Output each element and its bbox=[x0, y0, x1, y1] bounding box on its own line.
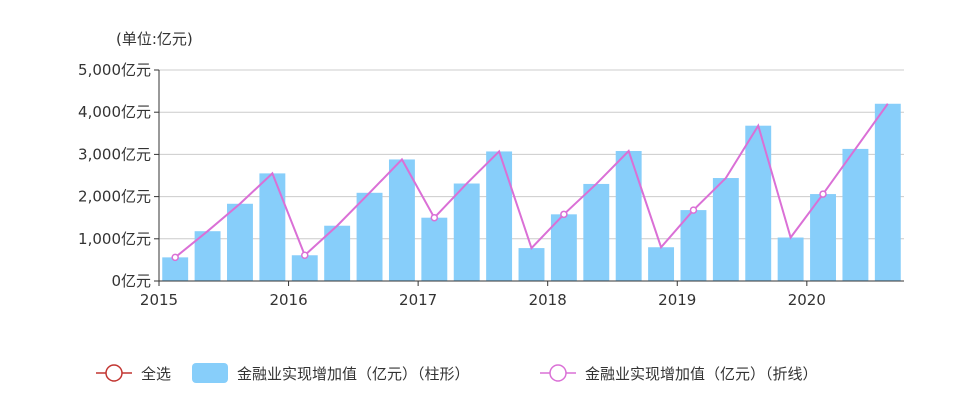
line-point bbox=[430, 213, 439, 222]
bar bbox=[583, 183, 610, 281]
bar bbox=[745, 125, 772, 281]
line-point bbox=[171, 253, 179, 262]
bar bbox=[194, 231, 221, 281]
legend-swatch-bar bbox=[192, 363, 228, 383]
x-tick-label: 2015 bbox=[140, 291, 178, 309]
legend-item-select-all[interactable]: 全选 bbox=[96, 364, 171, 383]
x-tick-label: 2019 bbox=[658, 291, 696, 309]
bar bbox=[356, 192, 383, 281]
legend-label-bar-series: 金融业实现增加值（亿元）（柱形） bbox=[237, 365, 470, 383]
line-series bbox=[174, 103, 889, 259]
bar-layer bbox=[162, 103, 901, 281]
x-tick-label: 2017 bbox=[399, 291, 437, 309]
bar bbox=[518, 248, 545, 281]
legend-label-select-all: 全选 bbox=[141, 365, 171, 383]
bar bbox=[777, 237, 804, 281]
bar bbox=[810, 194, 836, 281]
legend-swatch-circle-icon bbox=[105, 364, 123, 382]
bar bbox=[842, 148, 869, 281]
y-tick-label: 0亿元 bbox=[111, 272, 151, 290]
bar bbox=[712, 178, 739, 281]
legend-label-line-series: 金融业实现增加值（亿元）（折线） bbox=[585, 365, 818, 383]
bar bbox=[388, 159, 415, 281]
bar bbox=[259, 173, 286, 281]
legend: 全选 金融业实现增加值（亿元）（柱形） 金融业实现增加值（亿元）（折线） bbox=[96, 363, 818, 383]
y-tick-label: 5,000亿元 bbox=[78, 61, 151, 79]
bar bbox=[486, 151, 513, 281]
line-layer bbox=[171, 103, 889, 262]
x-tick-label: 2020 bbox=[788, 291, 826, 309]
bar bbox=[421, 217, 448, 281]
x-tick-label: 2016 bbox=[269, 291, 307, 309]
bar bbox=[648, 247, 675, 281]
y-tick-label: 4,000亿元 bbox=[78, 103, 151, 121]
bar bbox=[162, 257, 189, 281]
y-tick-label: 2,000亿元 bbox=[78, 188, 151, 206]
y-tick-label: 1,000亿元 bbox=[78, 230, 151, 248]
bar bbox=[291, 255, 318, 281]
legend-item-line-series[interactable]: 金融业实现增加值（亿元）（折线） bbox=[540, 364, 818, 383]
line-point bbox=[560, 210, 568, 219]
axis-layer: 0亿元 1,000亿元 2,000亿元 3,000亿元 4,000亿元 5,000亿元 20… bbox=[78, 61, 904, 309]
bar bbox=[615, 151, 642, 281]
line-point bbox=[301, 251, 309, 260]
legend-swatch-circle-icon bbox=[549, 364, 567, 382]
x-tick-label: 2018 bbox=[529, 291, 567, 309]
bar bbox=[453, 183, 480, 281]
bar bbox=[680, 210, 707, 281]
bar bbox=[550, 214, 577, 281]
line-point bbox=[819, 190, 827, 198]
legend-item-bar-series[interactable]: 金融业实现增加值（亿元）（柱形） bbox=[192, 363, 470, 383]
unit-label: (单位:亿元) bbox=[116, 30, 193, 48]
bar bbox=[874, 103, 901, 281]
bar bbox=[227, 203, 253, 281]
line-point bbox=[689, 206, 698, 214]
y-tick-label: 3,000亿元 bbox=[78, 145, 151, 163]
